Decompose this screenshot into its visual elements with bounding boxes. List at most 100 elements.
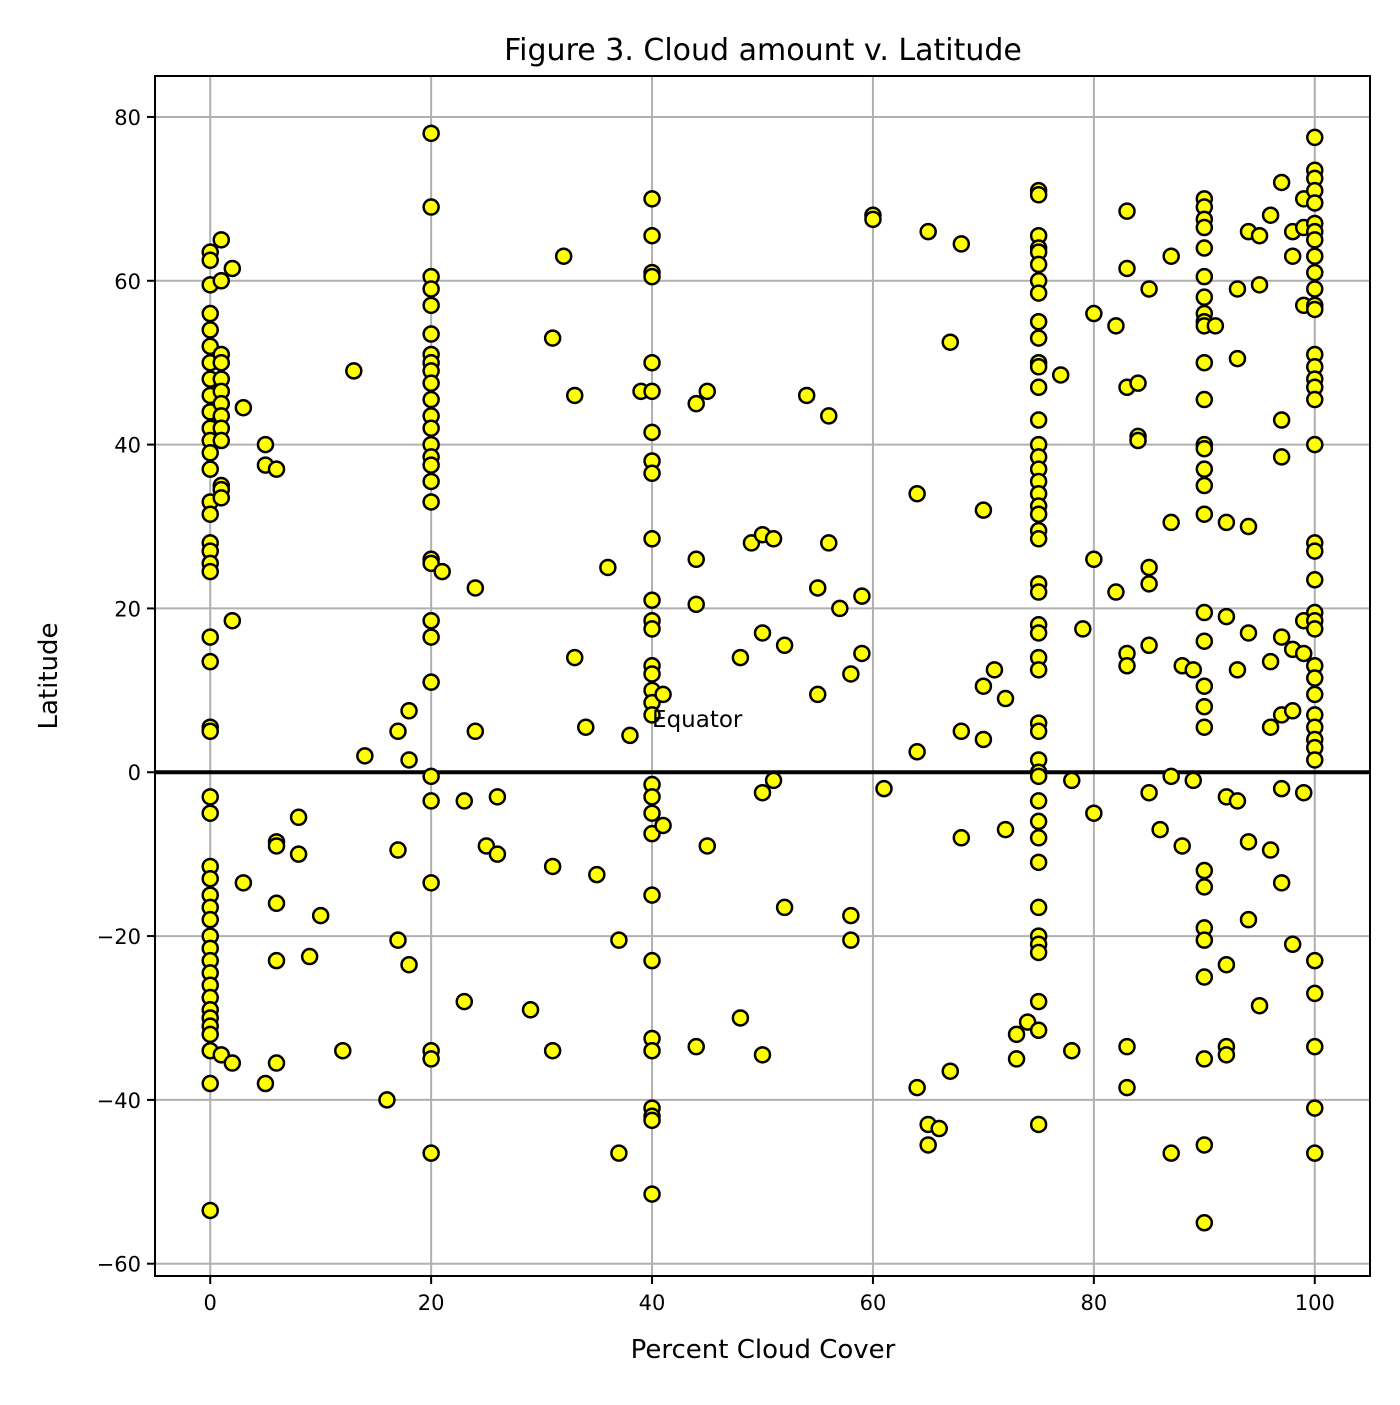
data-point bbox=[1217, 513, 1236, 532]
data-point bbox=[753, 624, 772, 642]
data-point bbox=[1261, 841, 1280, 859]
data-point bbox=[753, 783, 772, 802]
data-point bbox=[996, 820, 1015, 839]
data-point bbox=[1195, 218, 1214, 237]
y-tick-label: 20 bbox=[114, 597, 141, 621]
data-point bbox=[1306, 247, 1324, 265]
data-point bbox=[1195, 505, 1214, 523]
data-point bbox=[952, 722, 971, 741]
data-point bbox=[698, 837, 717, 855]
data-point bbox=[201, 1074, 219, 1093]
y-tick-label: 40 bbox=[114, 434, 141, 458]
data-point bbox=[1272, 411, 1291, 429]
data-point bbox=[952, 235, 971, 253]
data-point bbox=[1306, 280, 1324, 298]
data-point bbox=[1029, 661, 1048, 679]
data-point bbox=[1228, 792, 1247, 810]
data-point bbox=[687, 550, 705, 569]
data-point bbox=[1118, 259, 1136, 278]
data-point bbox=[1294, 644, 1313, 663]
data-point bbox=[1118, 202, 1136, 220]
data-point bbox=[1029, 792, 1048, 810]
data-point bbox=[234, 874, 253, 892]
data-point bbox=[201, 304, 219, 323]
data-point bbox=[654, 816, 672, 835]
data-point bbox=[267, 837, 286, 855]
data-point bbox=[908, 743, 926, 761]
data-point bbox=[543, 857, 562, 876]
data-point bbox=[1118, 657, 1136, 675]
data-point bbox=[1118, 1037, 1136, 1056]
data-point bbox=[1140, 636, 1158, 655]
data-point bbox=[698, 382, 717, 401]
data-point bbox=[820, 534, 838, 552]
data-point bbox=[422, 1144, 440, 1162]
data-point bbox=[643, 706, 661, 724]
data-point bbox=[1272, 173, 1291, 192]
data-point bbox=[543, 329, 562, 347]
data-point bbox=[201, 804, 219, 822]
data-point bbox=[334, 1041, 352, 1060]
data-point bbox=[1195, 1136, 1214, 1154]
data-point bbox=[1306, 194, 1324, 212]
data-point bbox=[422, 628, 440, 646]
data-point bbox=[842, 906, 860, 925]
data-point bbox=[422, 456, 440, 474]
data-point bbox=[1184, 661, 1203, 679]
data-point bbox=[731, 1009, 750, 1027]
data-point bbox=[201, 1201, 219, 1220]
data-point bbox=[256, 1074, 275, 1093]
data-point bbox=[908, 484, 926, 503]
data-point bbox=[1306, 984, 1324, 1003]
data-point bbox=[1029, 358, 1048, 376]
data-point bbox=[1173, 837, 1191, 855]
data-point bbox=[356, 747, 374, 765]
data-point bbox=[1250, 996, 1269, 1015]
data-point bbox=[1085, 804, 1103, 822]
data-point bbox=[1228, 280, 1247, 298]
data-point bbox=[1239, 517, 1258, 536]
data-point bbox=[1306, 669, 1324, 687]
data-point bbox=[422, 1050, 440, 1068]
data-point bbox=[1195, 632, 1214, 650]
data-point bbox=[974, 677, 993, 695]
data-point bbox=[643, 353, 661, 372]
data-point bbox=[1195, 460, 1214, 478]
data-point bbox=[1250, 276, 1269, 294]
data-point bbox=[1007, 1050, 1026, 1068]
data-point bbox=[1140, 280, 1158, 298]
data-point bbox=[488, 845, 507, 863]
data-point bbox=[1162, 513, 1180, 532]
data-point bbox=[1261, 206, 1280, 224]
data-point bbox=[930, 1119, 948, 1138]
data-point bbox=[1283, 935, 1302, 954]
data-point bbox=[422, 472, 440, 491]
data-point bbox=[808, 685, 827, 704]
data-point bbox=[643, 1041, 661, 1060]
data-point bbox=[831, 599, 849, 618]
data-point bbox=[643, 1111, 661, 1130]
data-point bbox=[1195, 390, 1214, 409]
data-point bbox=[289, 808, 308, 827]
x-axis-label: Percent Cloud Cover bbox=[631, 1335, 896, 1365]
data-point bbox=[1206, 317, 1225, 335]
data-point bbox=[1195, 931, 1214, 949]
data-point bbox=[1063, 1041, 1081, 1060]
data-point bbox=[1217, 607, 1236, 626]
data-point bbox=[1029, 722, 1048, 741]
data-point bbox=[643, 267, 661, 286]
data-point bbox=[201, 460, 219, 478]
data-point bbox=[1029, 624, 1048, 642]
x-tick-label: 80 bbox=[1080, 1291, 1107, 1315]
data-point bbox=[223, 611, 242, 630]
data-point bbox=[941, 333, 960, 351]
data-point bbox=[1195, 968, 1214, 986]
data-point bbox=[643, 1185, 661, 1203]
data-point bbox=[1306, 231, 1324, 249]
data-point bbox=[1195, 439, 1214, 458]
data-point bbox=[1306, 435, 1324, 454]
data-point bbox=[1029, 255, 1048, 274]
data-point bbox=[1306, 951, 1324, 970]
data-point bbox=[842, 665, 860, 683]
